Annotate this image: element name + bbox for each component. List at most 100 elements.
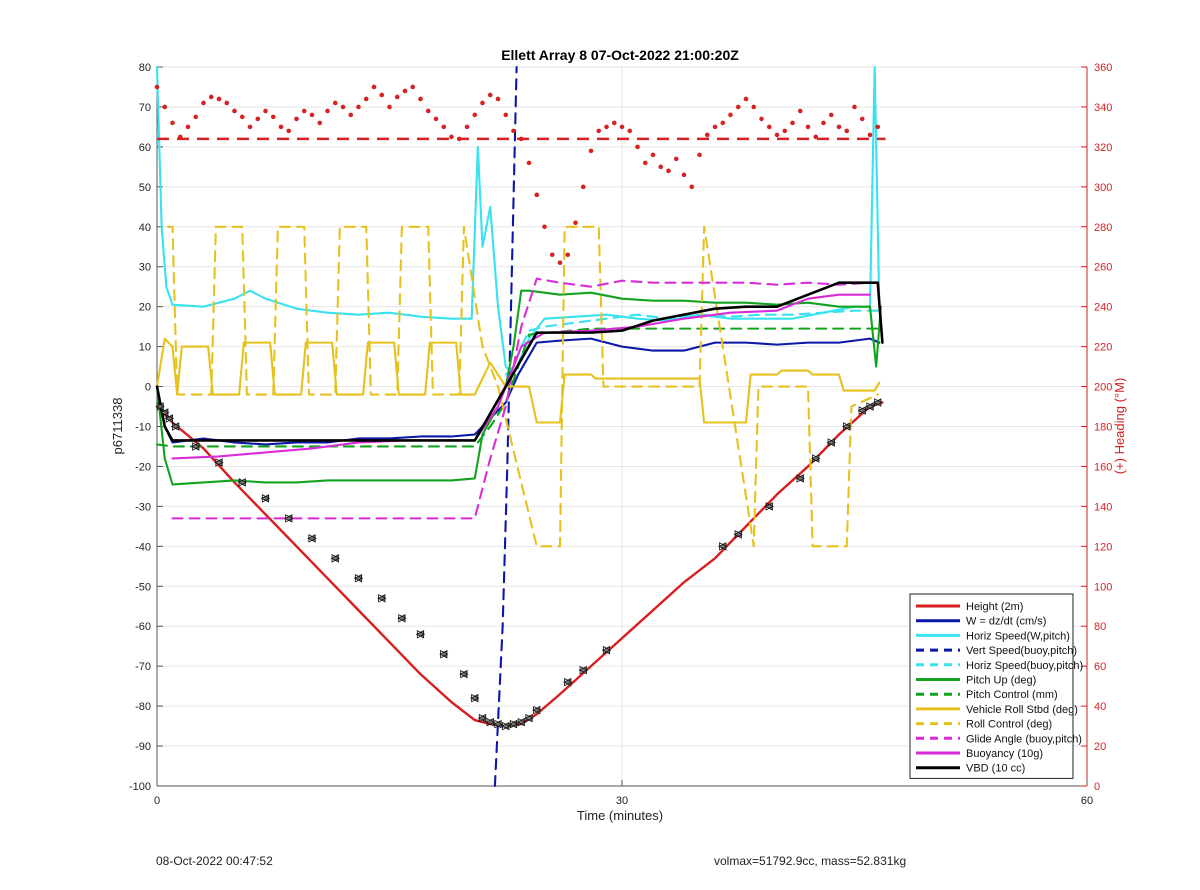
height-marker-right-34 xyxy=(827,438,836,447)
height-marker-right-26 xyxy=(564,677,573,687)
y-tick-label-12: 20 xyxy=(139,302,151,314)
heading-point-80 xyxy=(774,132,780,138)
heading-point-85 xyxy=(813,134,819,140)
heading-point-65 xyxy=(658,164,664,170)
heading-point-27 xyxy=(363,96,369,102)
y-right-tick-label-16: 320 xyxy=(1094,142,1112,154)
x-axis-label: Time (minutes) xyxy=(577,808,663,823)
heading-point-77 xyxy=(751,104,757,110)
height-marker-right-29 xyxy=(719,542,728,551)
x-tick-label-2: 60 xyxy=(1081,795,1093,807)
heading-point-7 xyxy=(208,94,214,100)
heading-point-33 xyxy=(410,84,416,90)
footer-left: 08-Oct-2022 00:47:52 xyxy=(156,854,273,868)
heading-point-43 xyxy=(487,92,493,98)
heading-point-60 xyxy=(619,124,625,130)
heading-point-71 xyxy=(704,132,710,138)
series-line-4 xyxy=(504,309,879,376)
heading-point-54 xyxy=(573,220,578,226)
y-right-tick-label-8: 160 xyxy=(1094,461,1112,473)
height-marker-right-20 xyxy=(494,719,503,729)
heading-point-31 xyxy=(394,94,400,100)
series-line-8 xyxy=(166,225,879,548)
heading-point-47 xyxy=(518,136,524,142)
height-marker-right-37 xyxy=(866,402,875,411)
height-marker-right-6 xyxy=(238,478,247,487)
y-tick-label-17: 70 xyxy=(139,102,151,114)
legend-group: Height (2m) W = dz/dt (cm/s) Horiz Speed(W… xyxy=(909,593,1083,779)
heading-point-72 xyxy=(712,124,718,130)
heading-point-44 xyxy=(495,96,501,102)
heading-point-78 xyxy=(759,116,764,122)
heading-point-83 xyxy=(797,108,803,114)
legend-label-2: Horiz Speed(W,pitch) xyxy=(966,630,1070,642)
heading-point-64 xyxy=(650,152,656,158)
heading-point-5 xyxy=(193,114,199,120)
heading-point-76 xyxy=(743,96,749,102)
height-marker-right-21 xyxy=(502,721,511,731)
y-right-tick-label-7: 140 xyxy=(1094,501,1112,513)
legend-label-0: Height (2m) xyxy=(966,601,1023,613)
heading-point-15 xyxy=(270,114,276,120)
y-tick-label-1: -90 xyxy=(135,741,151,753)
heading-point-10 xyxy=(232,108,237,114)
heading-point-42 xyxy=(480,100,485,106)
heading-point-48 xyxy=(526,160,532,166)
heading-point-49 xyxy=(534,192,540,198)
series-line-1 xyxy=(155,337,881,446)
heading-point-9 xyxy=(224,100,230,106)
heading-point-93 xyxy=(875,124,881,130)
heading-point-21 xyxy=(317,120,323,126)
height-marker-right-22 xyxy=(509,719,519,729)
heading-point-53 xyxy=(565,252,571,258)
series-line-10 xyxy=(171,293,872,460)
y-right-tick-label-17: 340 xyxy=(1094,102,1112,114)
y-right-tick-label-9: 180 xyxy=(1094,422,1112,434)
y-tick-label-10: 0 xyxy=(145,382,151,394)
y-tick-label-0: -100 xyxy=(129,781,151,793)
heading-point-61 xyxy=(627,128,633,134)
legend-label-1: W = dz/dt (cm/s) xyxy=(966,616,1046,628)
series-line-7 xyxy=(155,337,881,424)
heading-point-18 xyxy=(294,116,299,122)
heading-point-86 xyxy=(821,120,826,126)
heading-point-63 xyxy=(642,160,648,166)
heading-point-37 xyxy=(441,124,447,130)
heading-point-81 xyxy=(782,128,788,134)
heading-point-75 xyxy=(735,104,741,110)
heading-point-3 xyxy=(177,134,183,140)
y-tick-label-2: -80 xyxy=(135,701,151,713)
heading-point-87 xyxy=(828,112,834,118)
heading-point-6 xyxy=(201,100,206,106)
height-marker-right-23 xyxy=(517,717,526,727)
heading-point-26 xyxy=(356,104,361,110)
series-line-11 xyxy=(155,281,884,442)
heading-point-38 xyxy=(449,134,454,140)
height-marker-right-14 xyxy=(416,629,426,639)
heading-point-40 xyxy=(464,124,470,130)
heading-point-29 xyxy=(379,92,385,98)
heading-point-62 xyxy=(635,144,640,150)
heading-point-19 xyxy=(301,108,307,114)
heading-point-14 xyxy=(263,108,268,114)
heading-point-50 xyxy=(542,224,547,230)
height-marker-right-12 xyxy=(378,594,387,603)
height-marker-right-18 xyxy=(478,713,488,723)
heading-point-68 xyxy=(681,172,687,178)
y-tick-label-16: 60 xyxy=(139,142,151,154)
chart-title: Ellett Array 8 07-Oct-2022 21:00:20Z xyxy=(501,47,739,63)
heading-point-55 xyxy=(580,184,586,190)
heading-point-84 xyxy=(805,124,811,130)
y-right-tick-label-13: 260 xyxy=(1094,262,1112,274)
y-tick-label-18: 80 xyxy=(139,62,151,74)
height-marker-right-4 xyxy=(192,442,201,451)
axis-group: 0 30 60-100-90-80-70-60-50-40-30-20-100102… xyxy=(129,62,1112,807)
heading-point-91 xyxy=(859,116,865,122)
heading-point-82 xyxy=(790,120,795,126)
height-marker-right-27 xyxy=(579,665,588,675)
height-marker-right-15 xyxy=(440,649,449,659)
y-right-tick-label-0: 0 xyxy=(1094,781,1100,793)
y-tick-label-3: -70 xyxy=(135,661,151,673)
heading-point-59 xyxy=(611,120,617,126)
